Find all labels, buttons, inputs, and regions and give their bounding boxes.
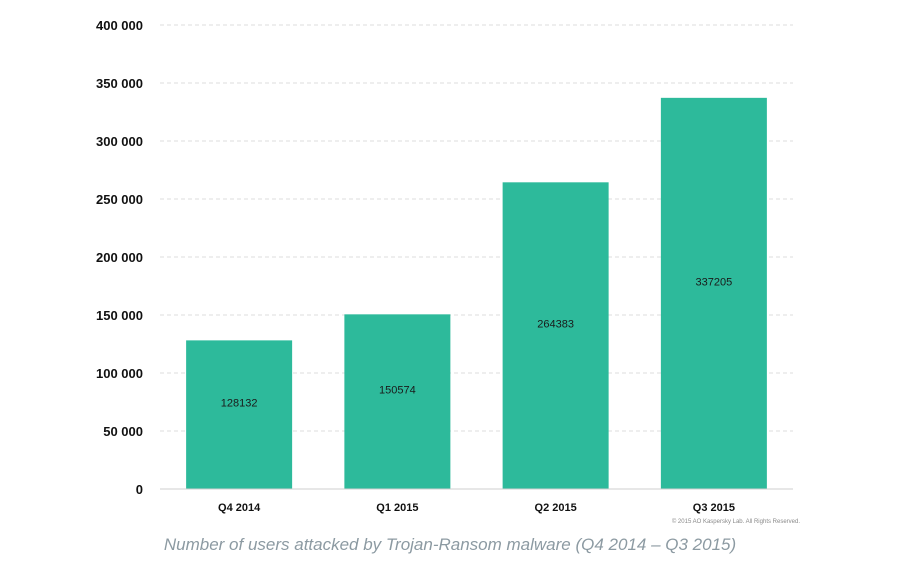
y-tick-label: 150 000 bbox=[96, 308, 143, 323]
bars: 128132 150574 264383 337205 bbox=[186, 97, 767, 490]
y-axis-ticks: 0 50 000 100 000 150 000 200 000 250 000 300 0… bbox=[96, 18, 143, 497]
bar bbox=[186, 340, 293, 489]
y-tick-label: 50 000 bbox=[103, 424, 143, 439]
x-category-label: Q1 2015 bbox=[376, 502, 418, 514]
x-category-label: Q4 2014 bbox=[218, 502, 261, 514]
bar-value-label: 264383 bbox=[537, 319, 574, 331]
bar bbox=[344, 314, 451, 489]
bar-value-label: 337205 bbox=[696, 276, 733, 288]
y-tick-label: 400 000 bbox=[96, 18, 143, 33]
y-tick-label: 350 000 bbox=[96, 76, 143, 91]
y-tick-label: 300 000 bbox=[96, 134, 143, 149]
y-tick-label: 200 000 bbox=[96, 250, 143, 265]
bar bbox=[502, 182, 609, 489]
x-category-label: Q3 2015 bbox=[693, 502, 735, 514]
bar-value-label: 150574 bbox=[379, 385, 416, 397]
bar-value-label: 128132 bbox=[221, 398, 258, 410]
y-tick-label: 250 000 bbox=[96, 192, 143, 207]
x-category-label: Q2 2015 bbox=[535, 502, 577, 514]
y-tick-label: 100 000 bbox=[96, 366, 143, 381]
x-axis-labels: Q4 2014 Q1 2015 Q2 2015 Q3 2015 bbox=[218, 502, 735, 514]
bar bbox=[660, 97, 767, 490]
chart-caption: Number of users attacked by Trojan-Ranso… bbox=[163, 535, 737, 554]
copyright-text: © 2015 AO Kaspersky Lab. All Rights Rese… bbox=[672, 518, 800, 525]
y-tick-label: 0 bbox=[136, 482, 143, 497]
